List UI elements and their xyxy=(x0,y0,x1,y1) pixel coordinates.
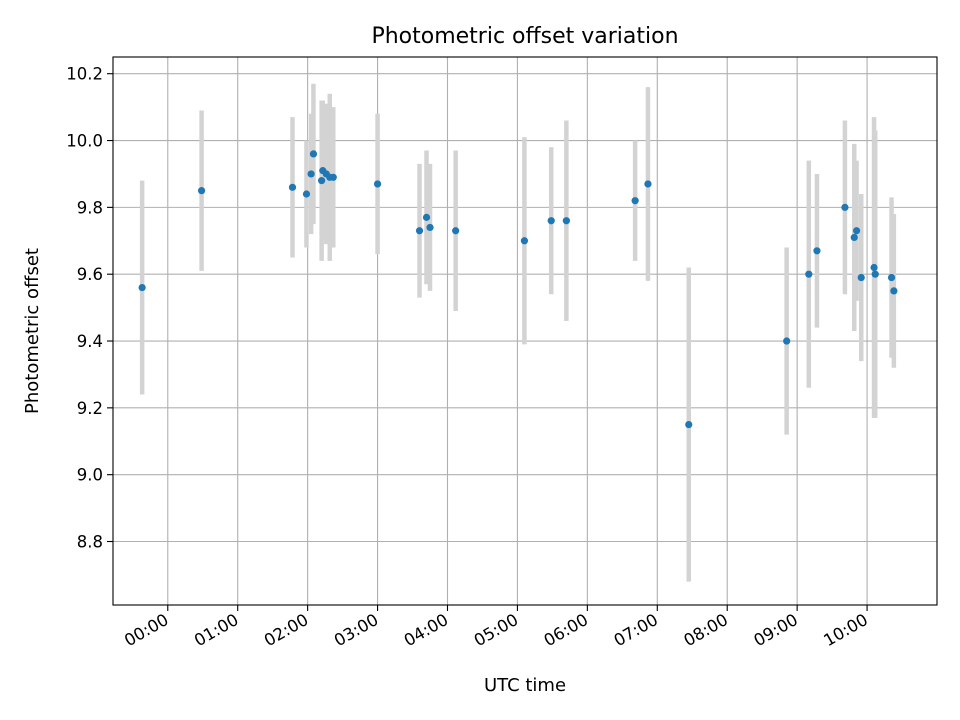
data-point xyxy=(852,227,861,235)
data-point xyxy=(318,177,326,185)
data-point xyxy=(841,203,849,211)
data-point xyxy=(302,190,311,198)
data-point xyxy=(309,150,318,158)
data-point xyxy=(138,283,146,292)
data-point xyxy=(329,173,337,181)
data-points xyxy=(138,150,898,429)
y-tick-label: 10.2 xyxy=(66,65,103,84)
data-point xyxy=(631,197,639,205)
y-tick-label: 9.4 xyxy=(77,332,103,351)
data-point xyxy=(288,183,297,191)
data-point xyxy=(197,187,206,195)
data-point xyxy=(415,227,424,235)
y-axis-label: Photometric offset xyxy=(22,248,43,414)
data-point xyxy=(857,273,865,282)
data-point xyxy=(373,180,382,188)
data-point xyxy=(871,270,879,278)
data-point xyxy=(426,223,434,232)
data-point xyxy=(307,170,315,178)
y-axis-ticks: 8.8 9.0 9.2 9.4 9.6 9.8 10.0 10.2 xyxy=(66,65,113,552)
plot-frame xyxy=(112,56,938,606)
data-point xyxy=(783,337,791,345)
y-tick-label: 9.2 xyxy=(77,399,103,418)
chart-title: Photometric offset variation xyxy=(371,24,678,49)
data-point xyxy=(887,273,896,282)
y-tick-label: 9.0 xyxy=(77,466,103,485)
y-tick-label: 8.8 xyxy=(77,533,103,552)
data-point xyxy=(562,217,570,225)
data-point xyxy=(685,420,693,429)
data-point xyxy=(813,247,821,255)
data-point xyxy=(870,263,878,272)
y-tick-label: 10.0 xyxy=(66,132,103,151)
y-tick-label: 9.8 xyxy=(77,198,103,217)
data-point xyxy=(422,213,431,221)
x-axis-label: UTC time xyxy=(484,675,566,696)
data-point xyxy=(547,217,555,225)
data-point xyxy=(805,270,813,278)
data-point xyxy=(644,180,652,188)
data-point xyxy=(520,237,529,245)
data-point xyxy=(890,287,898,295)
data-point xyxy=(452,227,460,235)
y-tick-label: 9.6 xyxy=(77,265,103,284)
data-point xyxy=(850,233,858,242)
